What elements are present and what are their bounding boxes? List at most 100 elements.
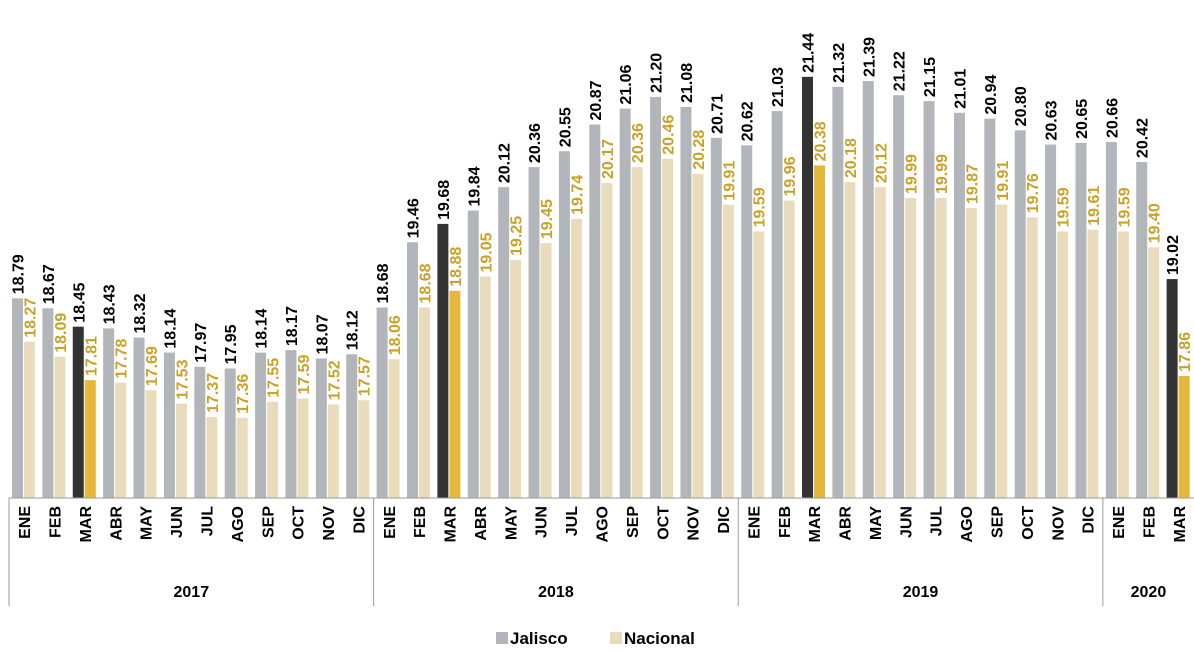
value-label-nacional: 19.05 (478, 232, 495, 272)
month-tick-label: NOV (1050, 506, 1067, 541)
month-tick-label: MAR (807, 506, 824, 543)
bar-jalisco (589, 124, 601, 499)
value-label-jalisco: 21.01 (952, 69, 969, 109)
bar-jalisco (498, 187, 510, 498)
bar-nacional (327, 404, 339, 498)
bars-layer (12, 76, 1190, 499)
bar-nacional (267, 401, 279, 498)
month-tick-label: AGO (595, 506, 612, 542)
month-tick-label: ABR (108, 506, 125, 541)
value-label-nacional: 17.53 (174, 359, 191, 399)
bar-nacional (297, 398, 309, 498)
value-label-nacional: 19.59 (1116, 187, 1133, 227)
bar-nacional (510, 259, 522, 498)
value-label-nacional: 19.91 (995, 161, 1012, 201)
bar-nacional (1057, 231, 1069, 499)
bar-nacional (783, 200, 795, 498)
value-label-nacional: 18.09 (53, 313, 70, 353)
value-label-jalisco: 17.95 (223, 324, 240, 364)
bar-nacional (965, 208, 977, 498)
value-label-nacional: 20.17 (600, 139, 617, 179)
month-tick-label: MAY (503, 506, 520, 540)
month-tick-label: MAR (443, 506, 460, 543)
value-label-nacional: 19.40 (1147, 203, 1164, 243)
bar-nacional (449, 290, 461, 498)
value-label-jalisco: 18.43 (102, 284, 119, 324)
bar-jalisco (467, 210, 479, 498)
value-label-jalisco: 21.44 (801, 33, 818, 73)
month-tick-label: JUL (564, 506, 581, 536)
value-label-nacional: 19.91 (721, 161, 738, 201)
value-label-nacional: 18.88 (448, 247, 465, 287)
bar-nacional (479, 276, 491, 498)
month-tick-label: FEB (777, 506, 794, 538)
value-label-jalisco: 19.68 (436, 180, 453, 220)
value-label-jalisco: 20.42 (1135, 118, 1152, 158)
month-tick-label: ENE (1111, 506, 1128, 539)
value-label-nacional: 19.99 (904, 154, 921, 194)
value-label-jalisco: 18.17 (284, 306, 301, 346)
value-label-nacional: 17.37 (205, 373, 222, 413)
bar-jalisco (1014, 130, 1026, 498)
month-tick-label: FEB (412, 506, 429, 538)
year-label: 2017 (174, 584, 210, 601)
year-label: 2018 (538, 584, 574, 601)
bar-jalisco (923, 101, 935, 498)
x-axis: ENE FEB MAR ABR MAY JUN JUL AGO SEP OCT NOV DIC ENE F… (8, 497, 1194, 606)
value-label-jalisco: 21.15 (922, 57, 939, 97)
bar-nacional (631, 167, 643, 498)
legend-swatch-nacional (610, 632, 622, 644)
bar-jalisco (619, 108, 631, 499)
bar-nacional (388, 359, 400, 498)
value-label-nacional: 18.68 (418, 263, 435, 303)
month-tick-label: JUN (534, 506, 551, 538)
bar-jalisco (802, 76, 813, 499)
bar-nacional (540, 243, 552, 498)
value-label-nacional: 17.86 (1177, 332, 1194, 372)
value-label-nacional: 19.87 (964, 164, 981, 204)
value-label-jalisco: 20.87 (588, 80, 605, 120)
bar-nacional (236, 417, 248, 498)
bar-nacional (874, 187, 886, 498)
bar-nacional (570, 218, 582, 498)
value-label-jalisco: 18.67 (41, 264, 58, 304)
bar-jalisco (1075, 142, 1087, 498)
value-label-jalisco: 18.68 (375, 263, 392, 303)
month-tick-label: ENE (746, 506, 763, 539)
value-label-nacional: 19.59 (752, 187, 769, 227)
legend-swatch-jalisco (496, 632, 508, 644)
bar-jalisco (255, 352, 267, 498)
value-label-jalisco: 21.22 (892, 51, 909, 91)
bar-nacional (722, 204, 734, 499)
month-tick-label: SEP (625, 506, 642, 538)
bar-jalisco (315, 358, 327, 498)
year-label: 2019 (903, 584, 939, 601)
bar-nacional (844, 182, 856, 498)
legend-label-nacional: Nacional (624, 629, 695, 648)
bar-nacional (358, 400, 370, 498)
bar-nacional (145, 390, 157, 498)
value-label-jalisco: 19.84 (466, 166, 483, 206)
bar-jalisco (1105, 142, 1117, 498)
value-label-jalisco: 18.45 (71, 283, 88, 323)
value-label-nacional: 19.61 (1086, 186, 1103, 226)
value-label-nacional: 17.52 (326, 360, 343, 400)
bar-jalisco (72, 326, 84, 498)
month-tick-label: MAY (868, 506, 885, 540)
month-tick-label: JUL (200, 506, 217, 536)
bar-nacional (115, 382, 127, 498)
bar-nacional (1117, 231, 1129, 499)
month-tick-label: ENE (17, 506, 34, 539)
bar-nacional (1026, 217, 1038, 498)
month-tick-label: NOV (686, 506, 703, 541)
year-label: 2020 (1131, 584, 1167, 601)
value-label-nacional: 20.28 (691, 130, 708, 170)
bar-jalisco (285, 350, 297, 498)
value-label-jalisco: 20.65 (1074, 99, 1091, 139)
bar-jalisco (437, 223, 449, 498)
bar-nacional (1087, 229, 1099, 498)
bar-jalisco (224, 368, 236, 498)
value-label-nacional: 19.74 (569, 175, 586, 215)
value-label-jalisco: 21.06 (618, 64, 635, 104)
